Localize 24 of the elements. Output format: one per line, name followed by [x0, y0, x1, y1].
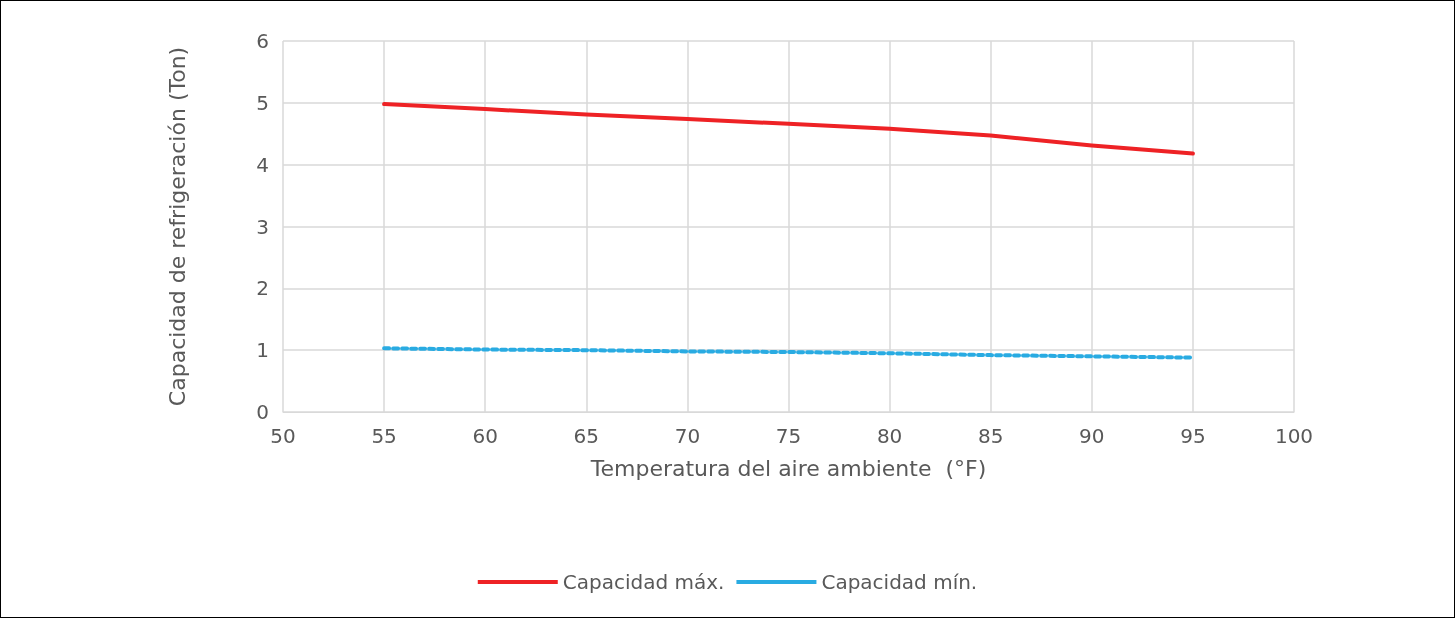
x-tick-label: 100	[1274, 424, 1314, 448]
x-tick-label: 75	[775, 424, 802, 448]
y-tick-label: 1	[256, 338, 269, 363]
y-axis-title: Capacidad de refrigeración (Ton)	[164, 46, 190, 407]
line-series	[382, 102, 1195, 156]
x-tick-label: 65	[573, 424, 600, 448]
y-tick-label: 6	[256, 29, 269, 53]
x-tick-label: 70	[674, 424, 701, 448]
x-tick-label: 60	[472, 424, 498, 448]
legend-label: Capacidad mín.	[821, 570, 978, 594]
y-tick-label: 5	[256, 90, 269, 115]
x-tick-label: 95	[1180, 424, 1206, 448]
y-tick-label: 0	[256, 400, 269, 424]
line-series	[382, 346, 1195, 360]
y-tick-label: 4	[256, 152, 269, 177]
x-tick-label: 80	[876, 424, 903, 448]
x-tick-label: 85	[977, 424, 1004, 448]
legend-label: Capacidad máx.	[562, 570, 725, 594]
x-tick-label: 55	[371, 424, 397, 448]
x-tick-label: 50	[270, 424, 296, 448]
x-axis-title: Temperatura del aire ambiente (°F)	[589, 455, 987, 481]
x-tick-label: 90	[1079, 424, 1105, 448]
y-tick-label: 2	[256, 276, 269, 301]
y-tick-label: 3	[256, 214, 269, 239]
